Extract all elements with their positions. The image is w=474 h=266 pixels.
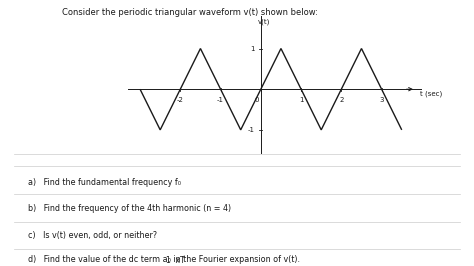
Text: Consider the periodic triangular waveform v(t) shown below:: Consider the periodic triangular wavefor… <box>62 8 318 17</box>
Text: -1: -1 <box>248 127 255 133</box>
Text: 1: 1 <box>299 97 303 102</box>
Text: -2: -2 <box>177 97 184 102</box>
Text: t (sec): t (sec) <box>420 90 442 97</box>
Text: 1  xT: 1 xT <box>166 256 184 265</box>
Text: a)   Find the fundamental frequency f₀: a) Find the fundamental frequency f₀ <box>28 178 182 187</box>
Text: c)   Is v(t) even, odd, or neither?: c) Is v(t) even, odd, or neither? <box>28 231 157 240</box>
Text: b)   Find the frequency of the 4th harmonic (n = 4): b) Find the frequency of the 4th harmoni… <box>28 204 232 213</box>
Text: 0: 0 <box>255 97 259 102</box>
Text: 1: 1 <box>250 45 255 52</box>
Text: -1: -1 <box>217 97 224 102</box>
Text: d)   Find the value of the dc term a₀ in the Fourier expansion of v(t).: d) Find the value of the dc term a₀ in t… <box>28 255 301 264</box>
Text: 3: 3 <box>379 97 384 102</box>
Text: 2: 2 <box>339 97 344 102</box>
Text: v(t): v(t) <box>257 19 270 25</box>
